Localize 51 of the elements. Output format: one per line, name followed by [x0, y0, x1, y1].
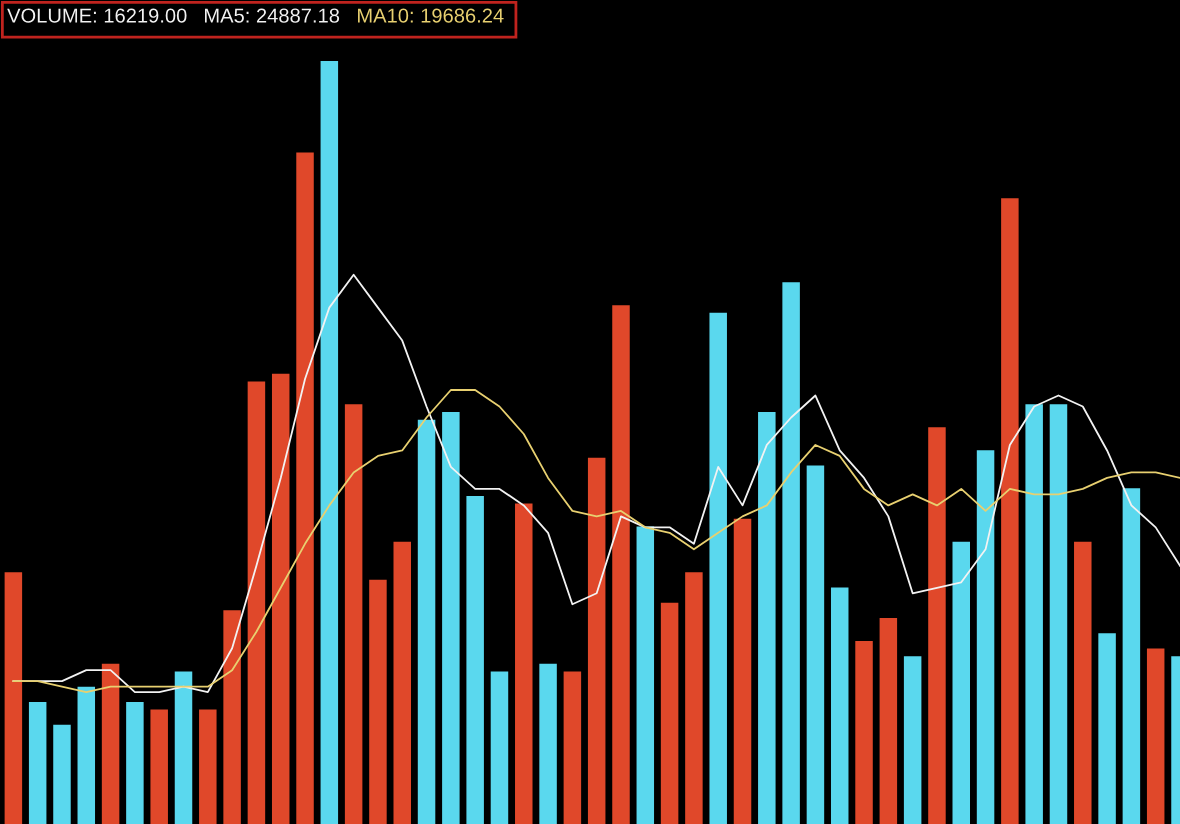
bar: [806, 465, 825, 824]
bar: [830, 587, 849, 824]
bar: [77, 686, 96, 824]
bar: [271, 373, 290, 824]
bar: [53, 724, 71, 824]
bar: [612, 305, 630, 824]
bar: [126, 701, 144, 824]
bar: [442, 412, 460, 824]
bar: [150, 709, 168, 824]
bar: [976, 450, 995, 824]
bar: [1146, 648, 1165, 824]
bar: [660, 602, 679, 824]
bar: [247, 381, 266, 824]
bar: [515, 503, 533, 824]
bar: [636, 526, 655, 824]
bar: [4, 572, 23, 824]
bar: [320, 61, 339, 824]
text: MA5: 24887.18: [205, 8, 340, 23]
bar: [879, 618, 898, 824]
bar: [563, 671, 582, 824]
bar: [393, 541, 411, 824]
bar: [174, 671, 193, 824]
bar: [199, 709, 217, 824]
bar: [1098, 633, 1116, 824]
bar: [758, 412, 776, 824]
bar: [903, 656, 922, 824]
bar: [709, 312, 727, 824]
bar: [28, 701, 47, 824]
bar: [344, 404, 363, 824]
bar: [1025, 404, 1043, 824]
bar: [855, 640, 873, 824]
bar: [223, 610, 241, 824]
bar: [369, 579, 387, 824]
bar: [101, 663, 120, 824]
bar: [952, 541, 971, 824]
bar: [1122, 488, 1141, 824]
bar: [782, 282, 800, 824]
bar: [490, 671, 509, 824]
bar: [733, 518, 752, 824]
bar: [1074, 541, 1092, 824]
bar: [685, 572, 703, 824]
chart-title: VOLUME: 16219.00: [7, 8, 187, 23]
bar: [587, 457, 606, 824]
bar: [1049, 404, 1068, 824]
bar: [417, 419, 436, 824]
bar: [539, 663, 557, 824]
bar: [1001, 198, 1019, 824]
bar: [466, 495, 484, 824]
text: MA10: 19686.24: [358, 8, 504, 23]
bar: [296, 152, 314, 824]
bar: [928, 427, 946, 824]
